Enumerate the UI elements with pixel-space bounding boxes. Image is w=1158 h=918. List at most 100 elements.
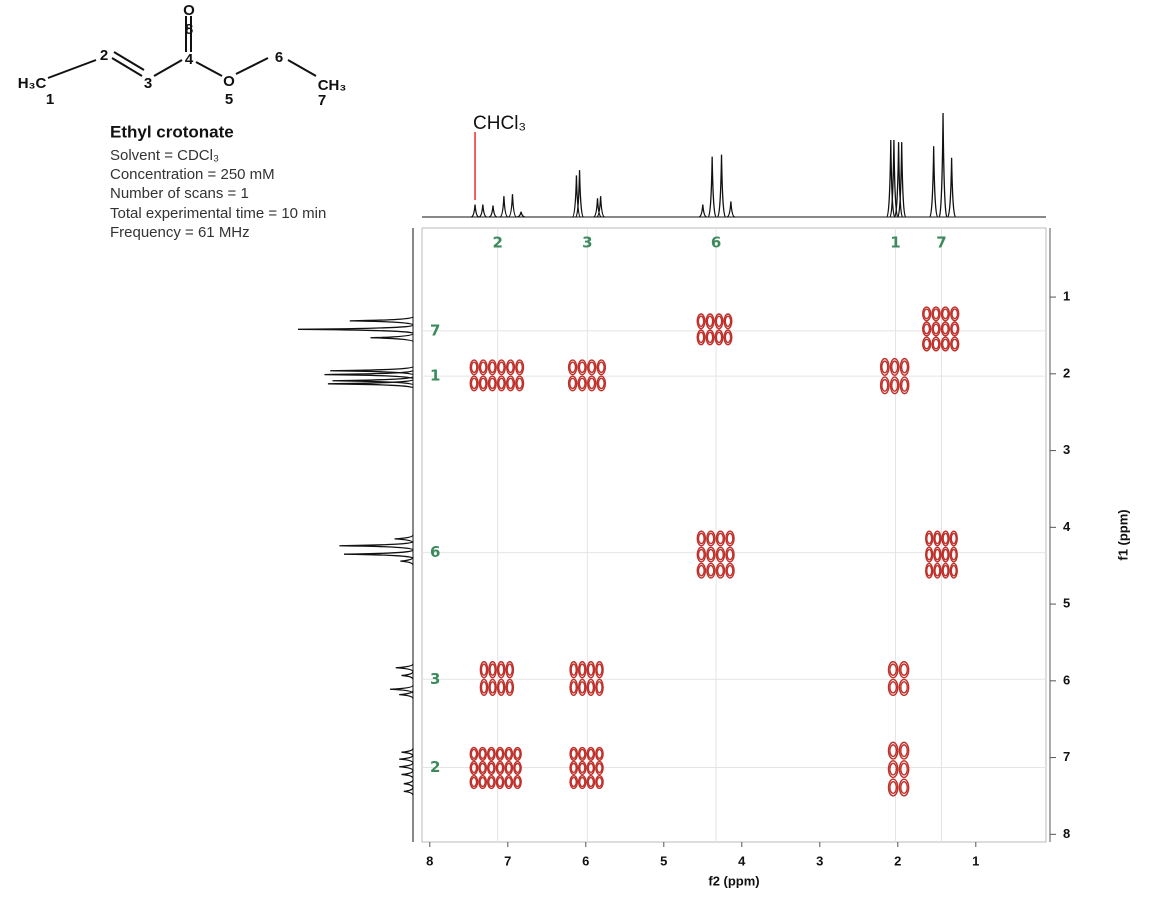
contour (887, 741, 899, 760)
contour (579, 762, 586, 774)
atom-number: 5 (225, 91, 233, 108)
cross-peak (921, 306, 960, 352)
projection-peak (478, 204, 488, 218)
contour (879, 357, 890, 376)
projection-peak (327, 379, 414, 389)
bond (113, 51, 145, 71)
plot-frame (421, 227, 1047, 843)
atom-number: 6 (275, 49, 283, 66)
contour (934, 564, 941, 577)
contour (889, 681, 898, 694)
contour (595, 678, 604, 696)
contour (513, 746, 522, 761)
atom-number: 3 (144, 75, 152, 92)
contour (569, 774, 579, 790)
contour (923, 308, 931, 320)
contour (587, 681, 595, 694)
projection-peak (339, 541, 414, 551)
cross-peak (479, 661, 515, 696)
contour (715, 546, 726, 563)
contour (921, 336, 932, 352)
projection-peak (897, 142, 907, 218)
contour (513, 774, 522, 790)
contour (933, 530, 942, 547)
contour (586, 661, 596, 679)
contour (705, 313, 715, 330)
contour (891, 378, 899, 392)
projection-peak (716, 154, 727, 218)
y-tick-label: 1 (1063, 289, 1070, 304)
assignment-label: 3 (582, 234, 592, 252)
contour (949, 530, 958, 547)
contour (898, 741, 910, 760)
contour (706, 331, 714, 344)
contour (898, 661, 910, 679)
contour (469, 746, 479, 761)
projection-peak (401, 748, 414, 757)
cross-peak (567, 359, 607, 392)
contour (480, 681, 488, 694)
contour (569, 661, 579, 679)
contour (725, 562, 735, 579)
contour (696, 313, 706, 330)
contour (889, 663, 898, 676)
y-tick-label: 3 (1063, 442, 1070, 457)
contour (577, 359, 587, 376)
projection-peak (403, 787, 414, 796)
contour (706, 546, 716, 563)
projection-peak (330, 366, 414, 376)
atom-number: 8 (185, 21, 193, 38)
contour (596, 748, 603, 759)
contour (899, 357, 910, 376)
contour (725, 530, 735, 547)
contour (515, 359, 525, 376)
contour (900, 781, 908, 795)
contour (479, 661, 489, 679)
contour (696, 546, 707, 563)
contour (941, 562, 950, 579)
contour (889, 376, 900, 395)
contour (596, 681, 603, 694)
contour (898, 678, 910, 696)
contour (923, 338, 931, 350)
contour (577, 774, 587, 790)
contour (887, 760, 899, 779)
info-line: Frequency = 61 MHz (110, 224, 250, 241)
contour (497, 681, 505, 694)
projection-peak (399, 690, 414, 699)
contour (595, 746, 604, 761)
x-tick-label: 3 (816, 853, 823, 868)
contour (940, 321, 951, 337)
contour (489, 681, 496, 694)
contour (505, 776, 513, 788)
contour (725, 546, 735, 563)
contour (570, 762, 577, 774)
contour (470, 776, 478, 788)
contour (891, 360, 899, 374)
contour (516, 361, 524, 374)
contour (697, 331, 705, 344)
contour (697, 564, 705, 577)
bond (47, 59, 97, 79)
atom-label: O (183, 2, 195, 19)
projection-peak (370, 333, 414, 343)
projection-peak (499, 196, 509, 218)
contour (470, 377, 478, 390)
projection-peak (707, 156, 717, 218)
contour (942, 548, 949, 561)
contour (579, 663, 586, 676)
contour (578, 377, 586, 390)
contour (706, 530, 716, 547)
contour (579, 748, 586, 759)
contour (597, 377, 605, 390)
contour (900, 360, 909, 374)
assignment-label: 1 (890, 234, 900, 252)
contour (889, 744, 898, 758)
contour (478, 760, 488, 775)
contour (570, 748, 577, 759)
contour (479, 361, 487, 374)
contour (498, 361, 505, 374)
contour (879, 376, 890, 395)
contour (889, 781, 898, 795)
cross-peak (469, 746, 522, 790)
